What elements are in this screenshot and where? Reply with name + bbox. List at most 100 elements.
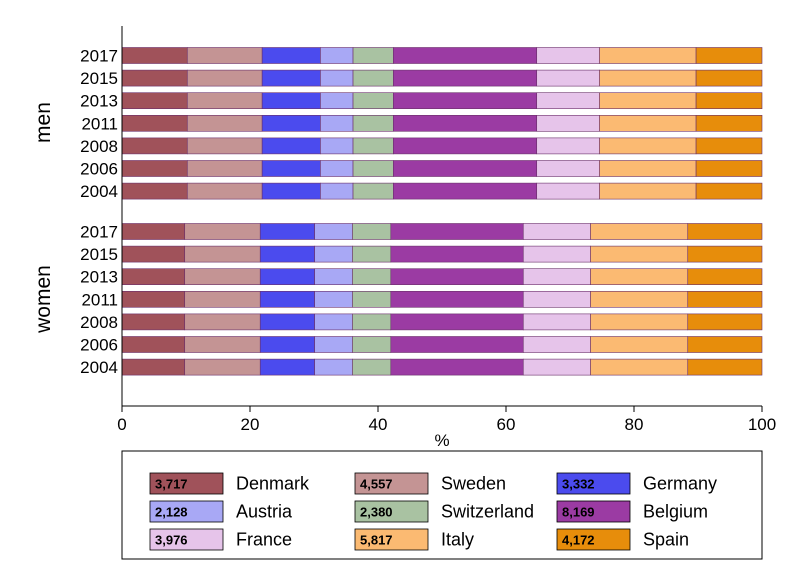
bar-segment-men-2013-sweden	[186, 92, 263, 109]
bar-segment-women-2006-austria	[314, 336, 353, 353]
bar-segment-men-2004-spain	[695, 182, 763, 200]
x-tick-label-80: 80	[625, 415, 644, 434]
bar-segment-men-2004-switzerland	[352, 182, 394, 200]
bar-segment-women-2004-spain	[687, 358, 763, 376]
x-tick-label-0: 0	[117, 415, 126, 434]
x-tick-label-100: 100	[748, 415, 776, 434]
legend-swatch-italy	[354, 528, 429, 551]
bar-segment-men-2015-switzerland	[352, 69, 394, 87]
bar-segment-women-2015-belgium	[390, 245, 524, 263]
x-tick-label-20: 20	[241, 415, 260, 434]
legend-label-france: France	[236, 530, 292, 550]
bar-segment-men-2017-italy	[599, 47, 697, 64]
bar-segment-men-2006-austria	[320, 160, 354, 177]
bar-segment-women-2008-austria	[314, 313, 353, 331]
bar-segment-women-2017-sweden	[184, 223, 261, 240]
legend-swatch-france	[149, 528, 224, 551]
bar-segment-women-2015-austria	[314, 245, 353, 263]
y-tick-label-women-2017: 2017	[80, 223, 118, 242]
x-axis-title: %	[434, 431, 449, 450]
bar-segment-women-2013-germany	[259, 268, 315, 286]
bar-segment-men-2006-spain	[695, 160, 763, 177]
bar-segment-men-2004-italy	[599, 182, 697, 200]
bar-segment-women-2015-spain	[687, 245, 763, 263]
y-tick-label-women-2011: 2011	[81, 290, 118, 309]
bar-segment-women-2015-switzerland	[352, 245, 392, 263]
bar-segment-men-2006-switzerland	[352, 160, 394, 177]
bar-segment-men-2011-spain	[695, 115, 763, 132]
group-label-women: women	[32, 265, 55, 334]
legend-value-germany: 3,332	[562, 477, 595, 492]
bar-segment-men-2013-austria	[320, 92, 354, 109]
y-tick-label-women-2008: 2008	[80, 313, 118, 332]
bar-segment-men-2011-austria	[320, 115, 354, 132]
bar-segment-men-2011-belgium	[393, 115, 538, 132]
bar-segment-men-2017-austria	[320, 47, 354, 64]
legend-value-switzerland: 2,380	[360, 505, 393, 520]
y-tick-label-women-2006: 2006	[80, 336, 118, 355]
bar-segment-women-2008-italy	[590, 313, 689, 331]
bar-segment-men-2006-denmark	[121, 160, 188, 177]
bar-segment-women-2008-spain	[687, 313, 763, 331]
bar-segment-men-2006-italy	[599, 160, 697, 177]
legend-label-austria: Austria	[236, 502, 293, 522]
bar-segment-men-2011-denmark	[121, 115, 188, 132]
bar-segment-women-2004-germany	[259, 358, 315, 376]
bar-segment-men-2013-belgium	[393, 92, 538, 109]
bar-segment-men-2017-switzerland	[352, 47, 394, 64]
bar-segment-women-2006-spain	[687, 336, 763, 353]
bar-segment-men-2015-sweden	[186, 69, 263, 87]
bar-segment-women-2006-switzerland	[352, 336, 392, 353]
bar-segment-men-2017-spain	[695, 47, 763, 64]
bar-segment-women-2011-germany	[259, 290, 315, 308]
bar-segment-women-2017-austria	[314, 223, 353, 240]
bar-segment-men-2008-belgium	[393, 137, 538, 155]
bar-segment-women-2017-germany	[259, 223, 315, 240]
bar-segment-women-2011-spain	[687, 290, 763, 308]
bar-segment-men-2015-denmark	[121, 69, 188, 87]
bar-segment-men-2004-belgium	[393, 182, 538, 200]
bar-segment-men-2004-france	[536, 182, 600, 200]
legend-swatch-austria	[149, 500, 224, 523]
bar-segment-women-2011-france	[522, 290, 591, 308]
bar-segment-women-2015-sweden	[184, 245, 261, 263]
bar-segment-men-2008-switzerland	[352, 137, 394, 155]
legend-label-sweden: Sweden	[441, 474, 506, 494]
bar-segment-men-2006-france	[536, 160, 600, 177]
bar-segment-men-2015-spain	[695, 69, 763, 87]
legend-label-belgium: Belgium	[643, 502, 708, 522]
bar-segment-men-2013-germany	[261, 92, 321, 109]
bar-segment-men-2017-sweden	[186, 47, 263, 64]
bar-segment-women-2011-austria	[314, 290, 353, 308]
y-tick-label-men-2011: 2011	[81, 114, 118, 133]
bar-segment-men-2011-switzerland	[352, 115, 394, 132]
legend-swatch-belgium	[556, 500, 631, 523]
bar-segment-men-2006-sweden	[186, 160, 263, 177]
bar-segment-women-2011-switzerland	[352, 290, 392, 308]
legend-value-austria: 2,128	[155, 505, 188, 520]
bar-segment-women-2017-switzerland	[352, 223, 392, 240]
bar-segment-women-2004-france	[522, 358, 591, 376]
y-tick-label-men-2017: 2017	[80, 47, 118, 66]
bar-segment-women-2004-austria	[314, 358, 353, 376]
bar-segment-men-2017-germany	[261, 47, 321, 64]
bar-segment-women-2013-spain	[687, 268, 763, 286]
legend-label-spain: Spain	[643, 530, 689, 550]
bar-segment-men-2008-denmark	[121, 137, 188, 155]
bar-segment-women-2013-sweden	[184, 268, 261, 286]
bar-segment-women-2017-denmark	[121, 223, 186, 240]
bar-segment-women-2006-belgium	[390, 336, 524, 353]
bar-segment-women-2015-germany	[259, 245, 315, 263]
legend-value-denmark: 3,717	[155, 477, 188, 492]
bar-segment-women-2008-denmark	[121, 313, 186, 331]
bar-segment-men-2015-italy	[599, 69, 697, 87]
bar-segment-women-2011-belgium	[390, 290, 524, 308]
bar-segment-women-2015-italy	[590, 245, 689, 263]
bar-segment-men-2015-france	[536, 69, 600, 87]
bar-segment-men-2006-belgium	[393, 160, 538, 177]
bar-segment-women-2013-italy	[590, 268, 689, 286]
bar-segment-men-2008-spain	[695, 137, 763, 155]
bar-segment-men-2004-austria	[320, 182, 354, 200]
bar-segment-women-2006-italy	[590, 336, 689, 353]
